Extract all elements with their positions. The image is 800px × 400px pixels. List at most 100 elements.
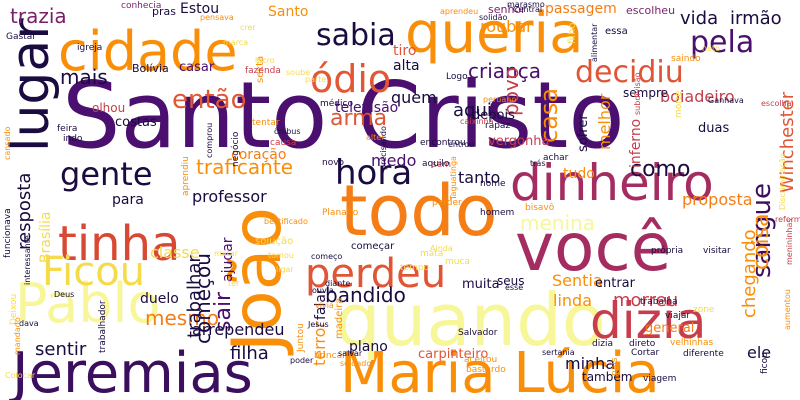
cloud-word: causa xyxy=(270,138,296,148)
cloud-word: sangue xyxy=(747,183,777,278)
cloud-word: terror xyxy=(310,321,329,366)
cloud-word: Ganhava xyxy=(708,96,744,105)
cloud-word: solução xyxy=(255,236,293,247)
cloud-word: para xyxy=(112,192,144,208)
cloud-word: novo xyxy=(322,158,345,168)
cloud-word: Deixou xyxy=(9,294,19,325)
cloud-word: trabalhador xyxy=(98,300,108,353)
cloud-word: Pablo xyxy=(15,272,161,335)
cloud-word: fazenda xyxy=(245,66,281,76)
cloud-word: dizia xyxy=(592,339,613,349)
cloud-word: mata xyxy=(420,249,443,259)
cloud-word: duelo xyxy=(140,291,179,307)
cloud-word: solidão xyxy=(479,13,507,22)
cloud-word: ligar xyxy=(276,265,294,274)
cloud-word: alter xyxy=(366,133,385,142)
cloud-word: interessante xyxy=(23,235,32,285)
cloud-word: entrou xyxy=(448,140,474,149)
cloud-word: criança xyxy=(468,59,541,83)
cloud-word: hora xyxy=(335,153,412,193)
cloud-word: classe xyxy=(150,243,200,262)
cloud-word: viajar xyxy=(665,311,690,321)
cloud-word: tinha xyxy=(58,216,180,272)
cloud-word: televisão xyxy=(335,100,398,116)
cloud-word: decidiu xyxy=(575,55,684,90)
cloud-word: tempo xyxy=(400,263,430,273)
cloud-word: reformatório xyxy=(775,214,800,224)
cloud-word: plano xyxy=(349,339,388,355)
cloud-word: Santo Cristo xyxy=(62,62,625,169)
cloud-word: alimentar xyxy=(590,23,599,62)
cloud-word: Ainda xyxy=(430,244,453,253)
cloud-word: sabia xyxy=(316,18,396,53)
cloud-word: bisavô xyxy=(525,202,555,213)
cloud-word: saindo xyxy=(671,54,701,64)
cloud-word: trazia xyxy=(10,4,67,28)
cloud-word: quem xyxy=(391,88,437,107)
cloud-word: Discriminação xyxy=(778,153,787,210)
cloud-word: escolheu xyxy=(626,4,675,17)
cloud-word: achar xyxy=(543,153,569,163)
cloud-word: ajudar xyxy=(220,237,236,282)
cloud-word: muca xyxy=(445,257,470,267)
cloud-word: carpinteiro xyxy=(418,347,488,362)
cloud-word: dizia xyxy=(590,292,706,350)
cloud-word: arma xyxy=(330,106,387,131)
cloud-word: soldado xyxy=(340,359,371,368)
cloud-word: neto xyxy=(702,44,720,53)
cloud-word: direto xyxy=(629,339,656,349)
cloud-word: entrar xyxy=(595,276,636,291)
cloud-word: cansado xyxy=(3,126,12,160)
cloud-word: escolha xyxy=(761,99,792,108)
cloud-word: Deus xyxy=(54,290,74,299)
cloud-word: tentar xyxy=(252,118,280,128)
cloud-word: negócio xyxy=(230,131,241,167)
cloud-word: lucro xyxy=(255,56,275,65)
cloud-word: brincar xyxy=(314,351,346,361)
cloud-word: perdeu xyxy=(305,251,446,297)
cloud-word: coisa xyxy=(749,213,774,270)
cloud-word: começo xyxy=(311,252,342,261)
cloud-word: indo xyxy=(63,134,83,144)
cloud-word: Logo xyxy=(446,72,468,82)
cloud-word: tanto xyxy=(458,168,500,187)
cloud-word: Salvador xyxy=(458,328,498,338)
cloud-word: morte xyxy=(674,90,684,118)
cloud-word: gente xyxy=(60,155,153,193)
cloud-word: comprou xyxy=(205,123,214,158)
cloud-word: Maria Lúcia xyxy=(340,341,660,400)
cloud-word: proposta xyxy=(682,190,753,209)
cloud-word: aquilo xyxy=(422,159,450,169)
cloud-word: começar xyxy=(351,241,395,252)
cloud-word: própria xyxy=(651,245,683,256)
cloud-word: traficante xyxy=(196,155,293,179)
cloud-word: país xyxy=(610,357,620,376)
cloud-word: Jesus xyxy=(307,320,329,329)
cloud-word: sair xyxy=(211,291,236,332)
cloud-word: menininhas xyxy=(785,218,794,265)
cloud-word: visitar xyxy=(703,246,731,256)
cloud-word: sentir xyxy=(35,339,87,360)
cloud-word: tomou xyxy=(268,251,294,260)
cloud-word: duas xyxy=(698,121,729,136)
cloud-word: chegando xyxy=(739,229,760,318)
cloud-word: perder xyxy=(432,198,462,208)
cloud-word: costas xyxy=(115,115,157,130)
cloud-word: aqui xyxy=(453,100,492,121)
cloud-word: Winchester xyxy=(777,91,798,193)
cloud-word: funcionava xyxy=(3,208,13,258)
cloud-word: vivia xyxy=(315,301,334,310)
cloud-word: nome xyxy=(480,179,506,189)
cloud-word: Central xyxy=(513,5,542,14)
cloud-word: soube xyxy=(286,68,310,77)
cloud-word: ter xyxy=(228,279,240,288)
cloud-word: arrependeu xyxy=(192,320,284,339)
cloud-word: morreu xyxy=(613,290,678,311)
cloud-word: começou xyxy=(191,253,215,344)
cloud-word: aceitou xyxy=(464,355,497,365)
cloud-word: lugar xyxy=(1,18,61,152)
cloud-word: filho xyxy=(567,22,578,44)
cloud-word: vergonha xyxy=(488,134,549,149)
cloud-word: professor xyxy=(192,187,267,206)
cloud-word: mandado xyxy=(13,317,22,355)
